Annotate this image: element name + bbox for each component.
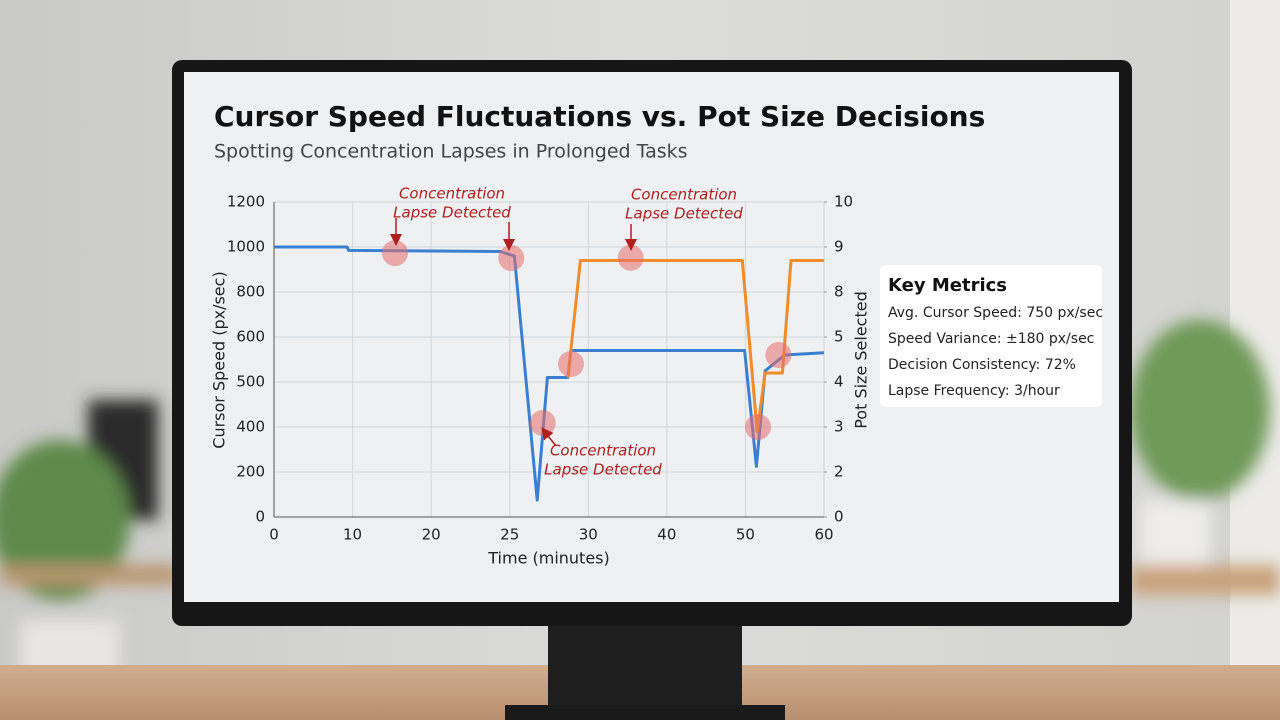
x-tick-label: 40 [657,526,676,544]
x-tick-label: 25 [500,526,519,544]
annotation-text: Lapse Detected [625,205,743,223]
x-tick-label: 0 [269,526,279,544]
metric-item: Decision Consistency: 72% [888,357,1076,373]
lapse-marker [745,414,771,440]
lapse-marker [558,351,584,377]
y2-tick-label: 9 [834,238,844,256]
x-tick-label: 60 [814,526,833,544]
y-tick-label: 0 [255,508,265,526]
y2-tick-label: 5 [834,328,844,346]
y2-tick-label: 0 [834,508,844,526]
x-tick-label: 10 [343,526,362,544]
plant-left [0,440,130,600]
annotation-text: Concentration [631,186,737,204]
annotation-text: Concentration [550,442,656,460]
monitor-base [505,705,785,720]
y-axis-label: Cursor Speed (px/sec) [210,271,229,448]
y-tick-label: 600 [236,328,265,346]
lapse-marker [617,244,644,271]
y2-tick-label: 8 [834,283,844,301]
y-tick-label: 500 [236,373,265,391]
y-tick-label: 1000 [227,238,265,256]
y2-tick-label: 10 [834,193,853,211]
pot-right [1140,500,1210,570]
plant-right [1130,320,1270,500]
lapse-marker [765,342,792,368]
y-tick-label: 400 [236,418,265,436]
blurred-decor [0,320,1280,680]
annotation-text: Lapse Detected [393,204,511,222]
lapse-marker [382,240,408,267]
x-tick-label: 30 [579,526,598,544]
monitor-stand [548,620,742,710]
x-tick-label: 20 [422,526,441,544]
x-axis-label: Time (minutes) [487,549,610,568]
shelf-right [1130,565,1280,595]
annotation-text: Concentration [399,185,505,203]
chart-subtitle: Spotting Concentration Lapses in Prolong… [214,141,688,163]
y2-tick-label: 3 [834,418,844,436]
metric-item: Lapse Frequency: 3/hour [888,383,1060,399]
metrics-panel [880,265,1102,407]
lapse-marker [529,409,556,436]
chart-title: Cursor Speed Fluctuations vs. Pot Size D… [214,100,985,133]
metric-item: Speed Variance: ±180 px/sec [888,331,1094,347]
y-tick-label: 200 [236,463,265,481]
shelf-left [0,565,180,585]
y-tick-label: 1200 [227,193,265,211]
series-line [566,259,824,433]
y-tick-label: 800 [236,283,265,301]
y2-tick-label: 2 [834,463,844,481]
y2-tick-label: 4 [834,373,844,391]
lapse-marker [498,245,525,272]
annotation-text: Lapse Detected [544,461,662,479]
y2-axis-label: Pot Size Selected [852,291,871,429]
metrics-title: Key Metrics [888,275,1007,296]
x-tick-label: 50 [736,526,755,544]
metric-item: Avg. Cursor Speed: 750 px/sec [888,305,1103,321]
annotation-arrow [541,427,557,447]
